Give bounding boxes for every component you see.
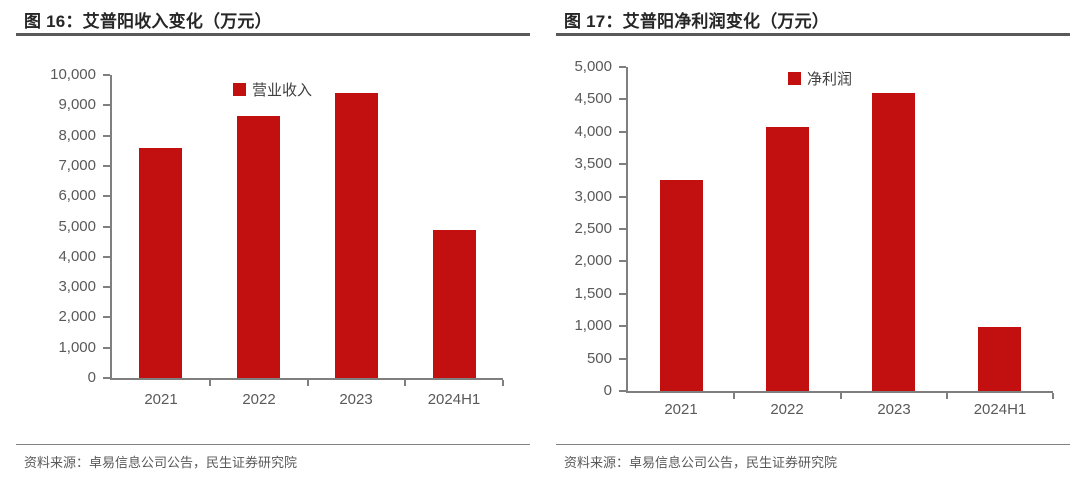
y-axis-label: 5,000 xyxy=(58,217,96,235)
y-tick-mark xyxy=(619,260,626,263)
y-axis-label: 1,500 xyxy=(574,284,612,302)
chart-legend: 营业收入 xyxy=(233,79,312,100)
y-tick-mark xyxy=(103,377,110,379)
x-tick-mark xyxy=(208,380,211,386)
figure-panel-net-profit: 图 17：艾普阳净利润变化（万元） 净利润 0 500 1,000 1,500 2,00… xyxy=(540,0,1080,482)
y-axis-label: 500 xyxy=(586,349,612,367)
source-note: 资料来源：卓易信息公司公告，民生证券研究院 xyxy=(556,444,1070,471)
y-tick-mark xyxy=(103,255,110,258)
y-axis-label: 1,000 xyxy=(58,338,96,356)
x-tick-mark xyxy=(839,393,842,399)
bar-2024H1 xyxy=(978,327,1021,391)
bar-2023 xyxy=(335,93,378,378)
bar-2023 xyxy=(872,93,915,391)
x-tick-mark xyxy=(945,393,948,399)
chart-title: 图 17：艾普阳净利润变化（万元） xyxy=(564,12,830,31)
y-tick-mark xyxy=(103,164,110,167)
x-axis-label: 2021 xyxy=(144,391,178,408)
y-tick-mark xyxy=(103,134,110,137)
y-axis-line xyxy=(626,67,628,393)
legend-swatch-icon xyxy=(233,83,246,96)
chart-legend: 净利润 xyxy=(788,68,852,89)
y-axis-label: 6,000 xyxy=(58,187,96,205)
x-tick-mark xyxy=(306,380,309,386)
legend-label: 净利润 xyxy=(807,71,853,88)
y-tick-mark xyxy=(619,195,626,198)
y-axis-label: 2,500 xyxy=(574,220,612,237)
y-tick-mark xyxy=(619,130,626,133)
bar-2024H1 xyxy=(433,230,476,378)
x-tick-mark xyxy=(1052,393,1054,399)
y-tick-mark xyxy=(103,104,110,107)
y-tick-mark xyxy=(103,316,110,319)
y-tick-mark xyxy=(619,390,626,392)
legend-label: 营业收入 xyxy=(252,82,313,99)
x-axis-line xyxy=(626,391,1053,393)
y-axis-label: 3,500 xyxy=(574,155,612,173)
y-tick-mark xyxy=(619,228,626,230)
y-axis-label: 7,000 xyxy=(58,156,96,174)
y-axis-label: 8,000 xyxy=(58,126,96,144)
y-axis-label: 2,000 xyxy=(58,308,96,326)
x-tick-mark xyxy=(502,380,504,386)
y-tick-mark xyxy=(103,195,110,198)
bar-2021 xyxy=(660,180,703,391)
y-axis-label: 5,000 xyxy=(574,58,612,75)
bar-2022 xyxy=(237,116,280,378)
bar-2021 xyxy=(139,148,182,378)
y-axis-label: 9,000 xyxy=(58,96,96,114)
y-tick-mark xyxy=(619,163,626,166)
y-axis-line xyxy=(110,75,112,380)
x-axis-label: 2022 xyxy=(242,391,276,408)
bar-2022 xyxy=(766,127,809,391)
title-underline xyxy=(556,33,1070,36)
y-axis-label: 4,000 xyxy=(574,122,612,140)
legend-swatch-icon xyxy=(788,72,801,85)
y-tick-mark xyxy=(103,286,110,289)
x-axis-label: 2022 xyxy=(770,401,804,418)
x-axis-label: 2023 xyxy=(339,391,373,408)
y-tick-mark xyxy=(619,292,626,295)
x-tick-mark xyxy=(733,393,736,399)
x-axis-label: 2024H1 xyxy=(973,401,1027,418)
y-axis-label: 10,000 xyxy=(50,66,96,83)
y-tick-mark xyxy=(103,225,110,228)
y-tick-mark xyxy=(103,74,110,76)
title-underline xyxy=(16,33,530,36)
x-axis-line xyxy=(110,378,503,380)
y-tick-mark xyxy=(619,66,626,68)
y-tick-mark xyxy=(619,98,626,101)
x-axis-label: 2021 xyxy=(664,401,698,418)
x-tick-mark xyxy=(404,380,407,386)
y-axis-label: 4,500 xyxy=(574,90,612,108)
y-axis-label: 0 xyxy=(87,369,96,386)
source-note: 资料来源：卓易信息公司公告，民生证券研究院 xyxy=(16,444,530,471)
y-axis-label: 3,000 xyxy=(58,278,96,296)
net-profit-bar-chart: 净利润 0 500 1,000 1,500 2,000 2,500 3,000 3,500 4,… xyxy=(540,0,1080,482)
chart-title: 图 16：艾普阳收入变化（万元） xyxy=(24,12,272,31)
x-axis-label: 2023 xyxy=(877,401,911,418)
y-axis-label: 2,000 xyxy=(574,252,612,270)
y-axis-label: 1,000 xyxy=(574,317,612,335)
y-tick-mark xyxy=(103,346,110,349)
y-axis-label: 0 xyxy=(603,382,612,399)
y-axis-label: 4,000 xyxy=(58,247,96,265)
figure-panel-revenue: 图 16：艾普阳收入变化（万元） 营业收入 0 1,000 2,000 3,000 4,… xyxy=(16,12,530,471)
y-axis-label: 3,000 xyxy=(574,187,612,205)
x-axis-label: 2024H1 xyxy=(427,391,481,408)
y-tick-mark xyxy=(619,325,626,328)
y-tick-mark xyxy=(619,357,626,360)
revenue-bar-chart: 营业收入 0 1,000 2,000 3,000 4,000 5,000 6,000 7,00… xyxy=(50,66,504,408)
